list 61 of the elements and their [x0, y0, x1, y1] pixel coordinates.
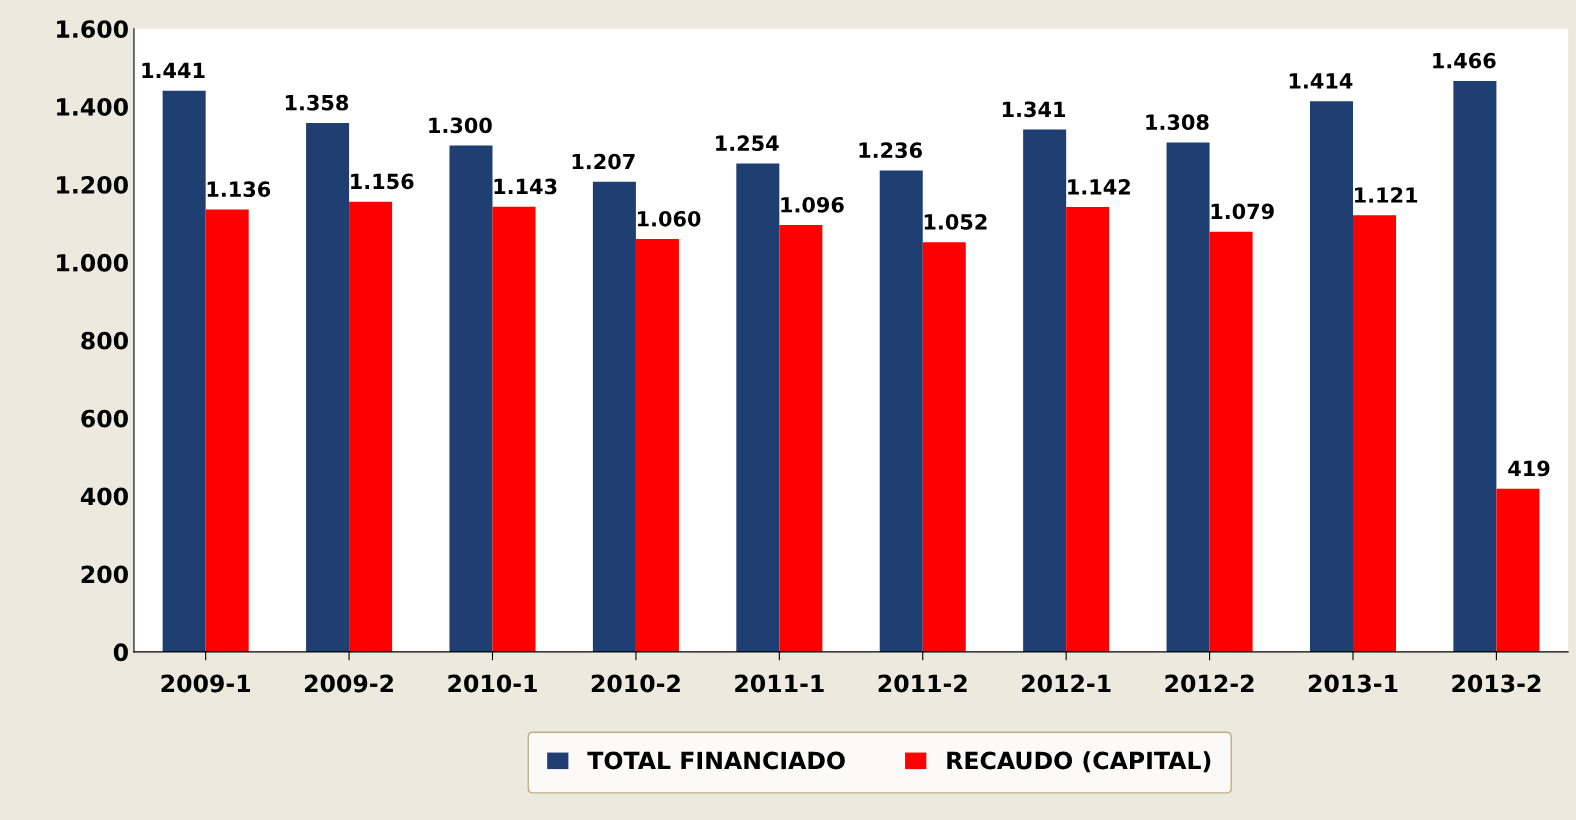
- y-tick-label: 600: [81, 409, 128, 428]
- x-tick-label: 2013-1: [1308, 674, 1398, 693]
- bar: [349, 201, 393, 652]
- bar: [879, 170, 923, 652]
- bar: [635, 239, 679, 652]
- x-tick-label: 2012-2: [1165, 674, 1254, 693]
- data-label: 1.121: [1355, 187, 1418, 203]
- bar: [1209, 231, 1253, 652]
- bar: [306, 122, 350, 652]
- y-tick-label: 200: [81, 565, 128, 584]
- data-label: 1.096: [781, 196, 844, 213]
- bar: [779, 225, 823, 652]
- legend-label: RECAUDO (CAPITAL): [947, 751, 1211, 773]
- bar: [449, 145, 493, 652]
- bar: [162, 90, 206, 652]
- bar: [1309, 101, 1353, 652]
- bar: [1166, 142, 1210, 652]
- y-tick-label: 1.600: [57, 20, 128, 39]
- x-tick-label: 2009-2: [304, 674, 394, 693]
- data-label: 1.136: [207, 181, 271, 198]
- data-label: 1.466: [1433, 52, 1496, 69]
- x-tick-label: 2009-1: [161, 674, 251, 693]
- data-label: 419: [1508, 460, 1550, 477]
- data-label: 1.207: [572, 153, 635, 170]
- y-tick-label: 1.200: [57, 175, 128, 194]
- y-tick-label: 400: [80, 487, 128, 506]
- bar: [1453, 80, 1497, 652]
- data-label: 1.079: [1211, 203, 1274, 220]
- data-label: 1.414: [1289, 73, 1353, 89]
- bar: [736, 163, 780, 652]
- x-tick-label: 2010-2: [591, 674, 680, 693]
- legend-label: TOTAL FINANCIADO: [587, 751, 845, 770]
- x-tick-label: 2011-1: [735, 674, 824, 693]
- data-label: 1.308: [1146, 114, 1209, 131]
- data-label: 1.358: [285, 94, 349, 111]
- data-label: 1.441: [142, 62, 205, 78]
- x-tick-label: 2011-2: [878, 674, 967, 693]
- x-tick-label: 2012-1: [1022, 674, 1111, 693]
- data-label: 1.143: [494, 178, 557, 195]
- x-tick-label: 2013-2: [1452, 674, 1541, 693]
- data-label: 1.236: [859, 142, 922, 159]
- bar: [922, 242, 966, 652]
- y-tick-label: 1.000: [57, 253, 128, 272]
- y-tick-label: 1.400: [57, 98, 128, 116]
- y-tick-label: 0: [113, 643, 128, 662]
- bar: [492, 206, 536, 652]
- bar: [205, 209, 249, 652]
- data-label: 1.060: [637, 210, 701, 227]
- data-label: 1.300: [429, 117, 492, 134]
- bar: [1496, 488, 1540, 652]
- bar: [1353, 215, 1397, 652]
- bar: [592, 181, 636, 652]
- x-tick-label: 2010-1: [448, 674, 537, 693]
- data-label: 1.341: [1002, 101, 1066, 118]
- bar: [1066, 207, 1110, 652]
- bar: [1023, 129, 1067, 652]
- data-label: 1.052: [924, 214, 987, 230]
- data-label: 1.142: [1068, 178, 1130, 195]
- data-label: 1.254: [716, 135, 779, 152]
- y-tick-label: 800: [81, 331, 128, 350]
- data-label: 1.156: [351, 173, 414, 190]
